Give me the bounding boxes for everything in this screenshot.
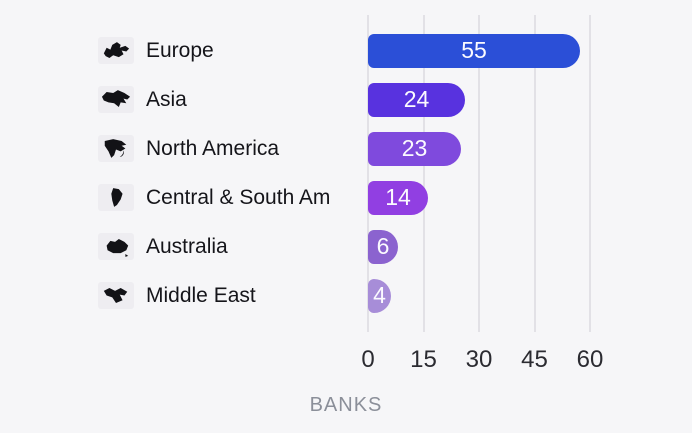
category-north-america: North America <box>98 124 279 173</box>
australia-map-icon <box>98 233 134 260</box>
category-label: Australia <box>146 235 228 258</box>
category-middle-east: Middle East <box>98 271 256 320</box>
chart-row-australia: Australia 6 <box>0 222 692 271</box>
chart-row-central-south-america: Central & South Am 14 <box>0 173 692 222</box>
gridline-15 <box>422 15 425 332</box>
bar-value-label: 23 <box>401 135 428 161</box>
x-tick: 0 <box>361 346 375 373</box>
category-central-south-america: Central & South Am <box>98 173 330 222</box>
bar-value-label: 14 <box>385 184 411 210</box>
category-label: Europe <box>146 39 214 62</box>
chart-row-europe: Europe 55 <box>0 26 692 75</box>
x-tick: 15 <box>410 346 437 373</box>
middle-east-map-icon <box>98 282 134 309</box>
category-label: Central & South Am <box>146 186 331 209</box>
category-label: North America <box>146 137 280 160</box>
bar-north-america: 23 <box>368 131 461 166</box>
category-label: Asia <box>146 88 187 111</box>
x-axis: 0 15 30 45 60 <box>361 346 603 376</box>
gridline-0 <box>367 15 369 332</box>
x-tick: 60 <box>576 346 604 373</box>
europe-map-icon <box>98 37 134 64</box>
category-australia: Australia <box>98 222 228 271</box>
chart-row-north-america: North America 23 <box>0 124 692 173</box>
gridline-45 <box>533 15 536 332</box>
x-tick: 45 <box>521 346 548 373</box>
category-asia: Asia <box>98 75 187 124</box>
chart-row-middle-east: Middle East 4 <box>0 271 692 320</box>
bar-middle-east: 4 <box>368 278 391 313</box>
asia-map-icon <box>98 86 134 113</box>
bar-value-label: 6 <box>376 233 390 259</box>
plot-area <box>367 15 591 332</box>
gridline-30 <box>478 15 480 332</box>
bar-value-label: 55 <box>461 37 487 63</box>
bar-value-label: 24 <box>403 86 430 112</box>
north-america-map-icon <box>98 135 134 162</box>
bar-value-label: 4 <box>373 282 386 308</box>
bar-central-south-america: 14 <box>368 180 428 215</box>
bar-europe: 55 <box>368 33 580 68</box>
gridline-60 <box>589 15 591 332</box>
x-axis-title: BANKS <box>309 394 383 416</box>
category-europe: Europe <box>98 26 214 75</box>
category-label: Middle East <box>146 284 256 307</box>
chart-row-asia: Asia 24 <box>0 75 692 124</box>
bar-asia: 24 <box>368 82 465 117</box>
bar-australia: 6 <box>368 229 398 264</box>
central-south-america-map-icon <box>98 184 134 211</box>
x-tick: 30 <box>465 346 493 373</box>
